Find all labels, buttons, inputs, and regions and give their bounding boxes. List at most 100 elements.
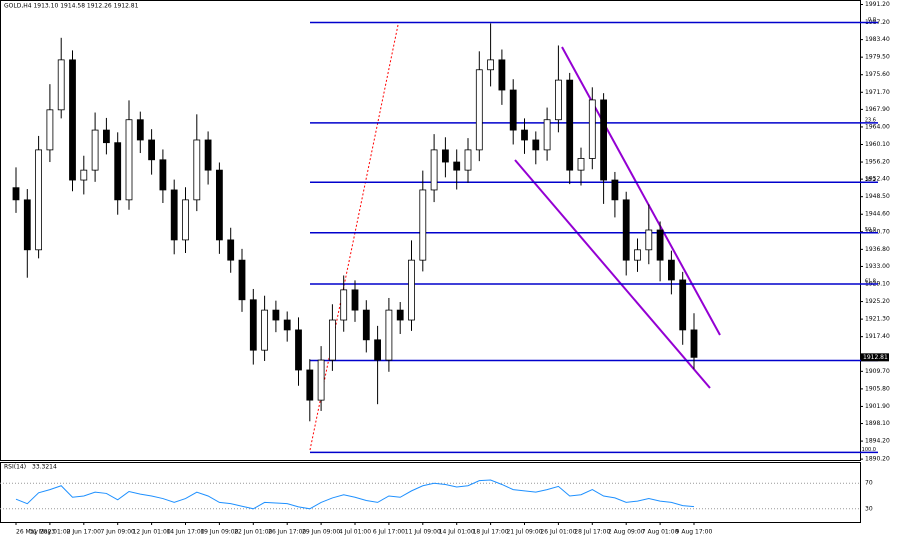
candle-body xyxy=(249,299,257,351)
fib-label: 50.0 xyxy=(865,227,876,233)
y-tick-label: 1975.60 xyxy=(865,71,890,78)
candle-body xyxy=(23,199,31,251)
candle-body xyxy=(374,339,382,361)
chart-title: GOLD,H4 1913.10 1914.58 1912.26 1912.81 xyxy=(4,3,139,10)
candle-body xyxy=(238,259,246,301)
y-tick-label: 1952.40 xyxy=(865,176,890,183)
candle-body xyxy=(261,309,269,351)
channel-lower xyxy=(514,159,711,389)
candle-body xyxy=(419,189,427,261)
candle-body xyxy=(464,149,472,171)
x-tick-label: 11 Jul 09:00 xyxy=(405,529,441,536)
candle-body xyxy=(362,309,370,341)
candle-body xyxy=(80,169,88,181)
x-tick-label: 7 Jun 09:00 xyxy=(101,529,135,536)
rsi-tick-label: 30 xyxy=(865,505,873,512)
candle-body xyxy=(475,69,483,151)
candle-body xyxy=(396,309,404,321)
y-tick-label: 1940.70 xyxy=(865,228,890,235)
candle-body xyxy=(193,139,201,201)
fib-label: 100.0 xyxy=(862,447,876,453)
y-tick-label: 1925.20 xyxy=(865,298,890,305)
y-tick-label: 1894.20 xyxy=(865,438,890,445)
candle-body xyxy=(182,199,189,241)
candle-body xyxy=(69,59,76,181)
candle-body xyxy=(136,119,144,141)
rsi-tick-label: 70 xyxy=(865,480,873,487)
candle-body xyxy=(351,289,359,311)
price-tag-label: 1912.81 xyxy=(863,354,888,361)
candle-body xyxy=(600,99,607,181)
x-tick-label: 14 Jul 01:00 xyxy=(439,529,475,536)
candle-body xyxy=(12,187,20,201)
candle-body xyxy=(385,309,393,361)
candle-body xyxy=(283,319,291,331)
candle-body xyxy=(340,289,348,321)
fib-base-line xyxy=(309,24,399,451)
x-tick-label: 22 Jun 01:00 xyxy=(234,529,272,536)
rsi-line xyxy=(15,479,695,510)
candle-body xyxy=(566,79,574,171)
rsi-value: 33.3214 xyxy=(32,464,57,471)
candle-body xyxy=(543,119,551,151)
candle-body xyxy=(645,229,653,251)
x-tick-label: 9 Aug 17:00 xyxy=(676,529,713,536)
x-tick-label: 2 Aug 09:00 xyxy=(608,529,645,536)
candle-body xyxy=(487,59,495,71)
x-tick-label: 21 Jul 09:00 xyxy=(507,529,543,536)
candle-body xyxy=(679,279,687,331)
y-tick-label: 1967.90 xyxy=(865,106,890,113)
candle-body xyxy=(441,149,449,163)
candle-body xyxy=(690,329,698,358)
x-tick-label: 18 Jul 17:00 xyxy=(473,529,509,536)
candle-body xyxy=(272,309,280,321)
candle-body xyxy=(306,369,314,401)
fib-label: 23.6 xyxy=(865,117,876,123)
y-tick-label: 1890.20 xyxy=(865,456,890,463)
y-tick-label: 1917.40 xyxy=(865,333,890,340)
candle-body xyxy=(227,239,235,261)
y-tick-label: 1921.30 xyxy=(865,316,890,323)
candle-body xyxy=(46,109,54,151)
candle-body xyxy=(170,189,178,241)
y-tick-label: 1905.80 xyxy=(865,385,890,392)
candle-body xyxy=(634,249,641,261)
y-tick-label: 1901.90 xyxy=(865,403,890,410)
y-tick-label: 1991.20 xyxy=(865,1,890,8)
candle-body xyxy=(668,259,675,281)
y-tick-label: 1956.20 xyxy=(865,159,890,166)
candle-body xyxy=(103,129,110,144)
candle-body xyxy=(588,99,596,159)
candle-body xyxy=(430,149,438,191)
x-tick-label: 29 Jun 09:00 xyxy=(302,529,340,536)
y-tick-label: 1948.50 xyxy=(865,193,890,200)
candle-body xyxy=(408,259,415,321)
rsi-title: RSI(14) xyxy=(4,464,26,471)
candle-body xyxy=(91,129,99,171)
y-tick-label: 1971.70 xyxy=(865,89,890,96)
y-tick-label: 1960.10 xyxy=(865,141,890,148)
candle-body xyxy=(148,139,156,161)
rsi-header: RSI(14) 33.3214 xyxy=(4,464,57,471)
candle-body xyxy=(159,159,167,191)
candle-body xyxy=(521,129,528,141)
candle-body xyxy=(328,319,336,361)
y-tick-label: 1936.80 xyxy=(865,246,890,253)
x-tick-label: 2 Jun 17:00 xyxy=(67,529,101,536)
x-tick-label: 4 Jul 01:00 xyxy=(339,529,371,536)
x-tick-label: 12 Jun 01:00 xyxy=(133,529,171,536)
y-tick-label: 1983.40 xyxy=(865,36,890,43)
x-tick-label: 14 Jun 17:00 xyxy=(166,529,204,536)
fib-label: 0.0 xyxy=(868,17,876,23)
y-tick-label: 1933.00 xyxy=(865,263,890,270)
x-tick-label: 31 May 01:00 xyxy=(29,529,70,536)
candle-body xyxy=(577,158,585,171)
x-tick-label: 7 Aug 01:00 xyxy=(642,529,679,536)
fib-label: 61.8 xyxy=(865,279,876,285)
candle-body xyxy=(532,139,540,151)
price-tag xyxy=(861,353,889,362)
candle-body xyxy=(317,359,325,401)
y-tick-label: 1979.50 xyxy=(865,54,890,61)
candle-body xyxy=(622,199,630,261)
